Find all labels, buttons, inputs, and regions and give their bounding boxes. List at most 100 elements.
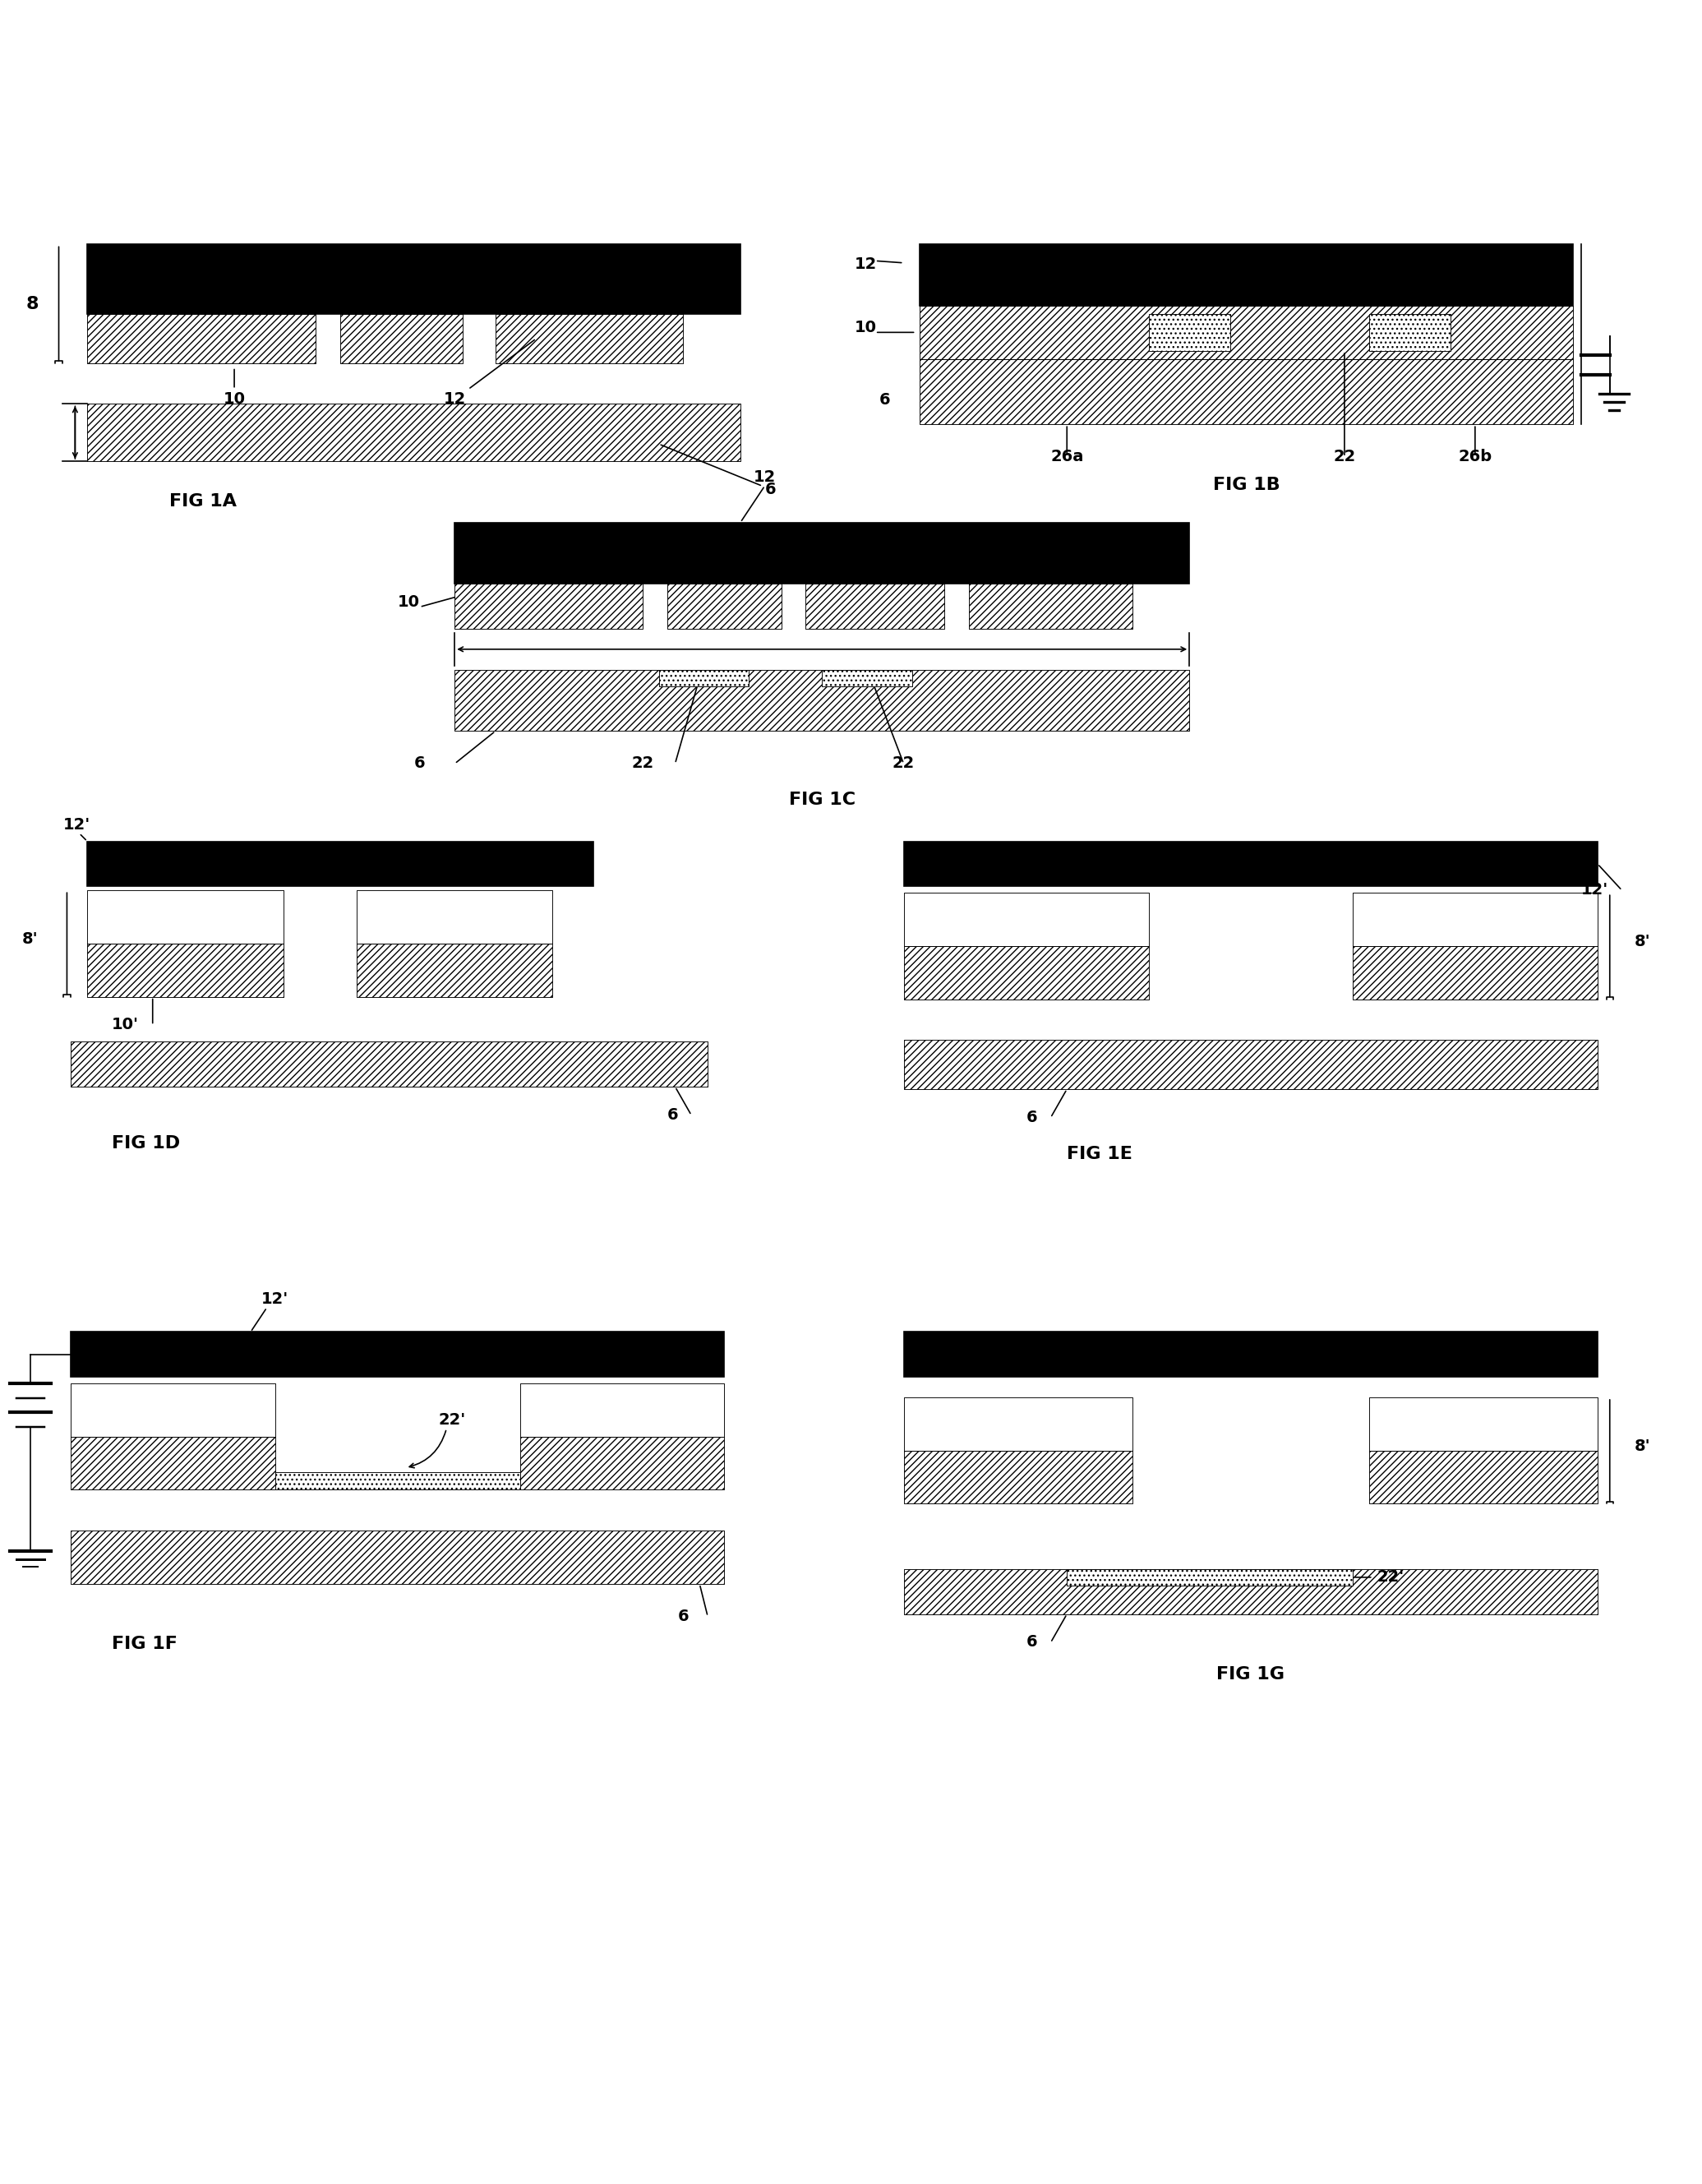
Bar: [87, 404, 740, 461]
Bar: [521, 1437, 723, 1489]
Text: 6: 6: [1026, 1109, 1037, 1125]
Bar: [1067, 1568, 1353, 1586]
Text: 22': 22': [1377, 1568, 1404, 1586]
Bar: [357, 943, 553, 996]
Bar: [276, 1472, 521, 1489]
Bar: [921, 306, 1573, 358]
Bar: [87, 943, 283, 996]
Bar: [904, 1450, 1132, 1505]
Text: 10': 10': [112, 1018, 140, 1033]
Text: 8: 8: [26, 295, 39, 312]
Bar: [71, 1437, 276, 1489]
Text: 12: 12: [444, 341, 534, 406]
Text: 6: 6: [677, 1607, 689, 1625]
Bar: [968, 583, 1132, 629]
Bar: [659, 670, 749, 686]
Bar: [357, 891, 553, 943]
Bar: [921, 358, 1573, 424]
Bar: [87, 841, 594, 887]
Bar: [904, 841, 1598, 887]
Bar: [904, 1450, 1132, 1505]
Text: FIG 1F: FIG 1F: [112, 1636, 177, 1653]
Bar: [921, 358, 1573, 424]
Bar: [1353, 946, 1598, 1000]
Bar: [904, 893, 1149, 946]
Bar: [71, 1332, 723, 1376]
Bar: [904, 1568, 1598, 1614]
Bar: [1368, 314, 1450, 352]
Text: 12': 12': [262, 1291, 289, 1306]
Bar: [71, 1531, 723, 1583]
Text: 22': 22': [439, 1413, 466, 1428]
Bar: [904, 1332, 1598, 1376]
Bar: [71, 1437, 276, 1489]
Bar: [904, 946, 1149, 1000]
Bar: [1353, 946, 1598, 1000]
Bar: [822, 670, 912, 686]
Bar: [521, 1437, 723, 1489]
Bar: [340, 314, 463, 363]
Bar: [822, 670, 912, 686]
Bar: [1368, 314, 1450, 352]
Bar: [87, 891, 283, 943]
Text: 10: 10: [398, 594, 420, 609]
Bar: [921, 306, 1573, 358]
Bar: [276, 1472, 521, 1489]
Text: 26b: 26b: [1459, 450, 1493, 465]
Text: FIG 1G: FIG 1G: [1217, 1666, 1285, 1684]
Bar: [454, 670, 1190, 732]
Bar: [71, 1042, 708, 1088]
Bar: [667, 583, 781, 629]
Bar: [71, 1382, 276, 1437]
Bar: [454, 522, 1190, 583]
Text: FIG 1A: FIG 1A: [168, 494, 237, 509]
Bar: [87, 245, 740, 314]
Text: 6: 6: [880, 393, 890, 408]
Text: FIG 1E: FIG 1E: [1067, 1144, 1132, 1162]
Bar: [71, 1042, 708, 1088]
Bar: [904, 1040, 1598, 1090]
Text: 22: 22: [892, 756, 916, 771]
Bar: [1368, 1450, 1598, 1505]
Text: 10: 10: [854, 321, 877, 336]
Bar: [71, 1382, 276, 1437]
Text: 22: 22: [631, 756, 654, 771]
Bar: [87, 314, 317, 363]
Bar: [904, 946, 1149, 1000]
Text: FIG 1D: FIG 1D: [112, 1136, 180, 1151]
Bar: [521, 1382, 723, 1437]
Text: 12: 12: [754, 470, 776, 485]
Text: 6: 6: [667, 1107, 677, 1123]
Bar: [805, 583, 945, 629]
Bar: [454, 583, 642, 629]
Bar: [904, 1040, 1598, 1090]
Bar: [87, 891, 283, 943]
Bar: [87, 314, 317, 363]
Bar: [495, 314, 683, 363]
Text: 20: 20: [560, 874, 584, 889]
Text: 6: 6: [1026, 1634, 1037, 1651]
Text: 8': 8': [1634, 935, 1651, 950]
Text: 6: 6: [414, 756, 426, 771]
Bar: [87, 943, 283, 996]
Text: 8': 8': [1634, 1439, 1651, 1455]
Text: 10: 10: [223, 369, 245, 406]
Bar: [521, 1382, 723, 1437]
Bar: [1368, 1398, 1598, 1450]
Bar: [357, 891, 553, 943]
Bar: [1149, 314, 1231, 352]
Bar: [904, 893, 1149, 946]
Bar: [1353, 893, 1598, 946]
Bar: [495, 314, 683, 363]
Text: 22: 22: [1333, 450, 1356, 465]
Bar: [1067, 1568, 1353, 1586]
Bar: [904, 1568, 1598, 1614]
Text: 12: 12: [854, 258, 877, 273]
Text: FIG 1C: FIG 1C: [788, 791, 856, 808]
Bar: [454, 670, 1190, 732]
Bar: [1368, 1398, 1598, 1450]
Text: 12': 12': [63, 817, 90, 832]
Bar: [921, 245, 1573, 306]
Bar: [1368, 1450, 1598, 1505]
Bar: [1353, 893, 1598, 946]
